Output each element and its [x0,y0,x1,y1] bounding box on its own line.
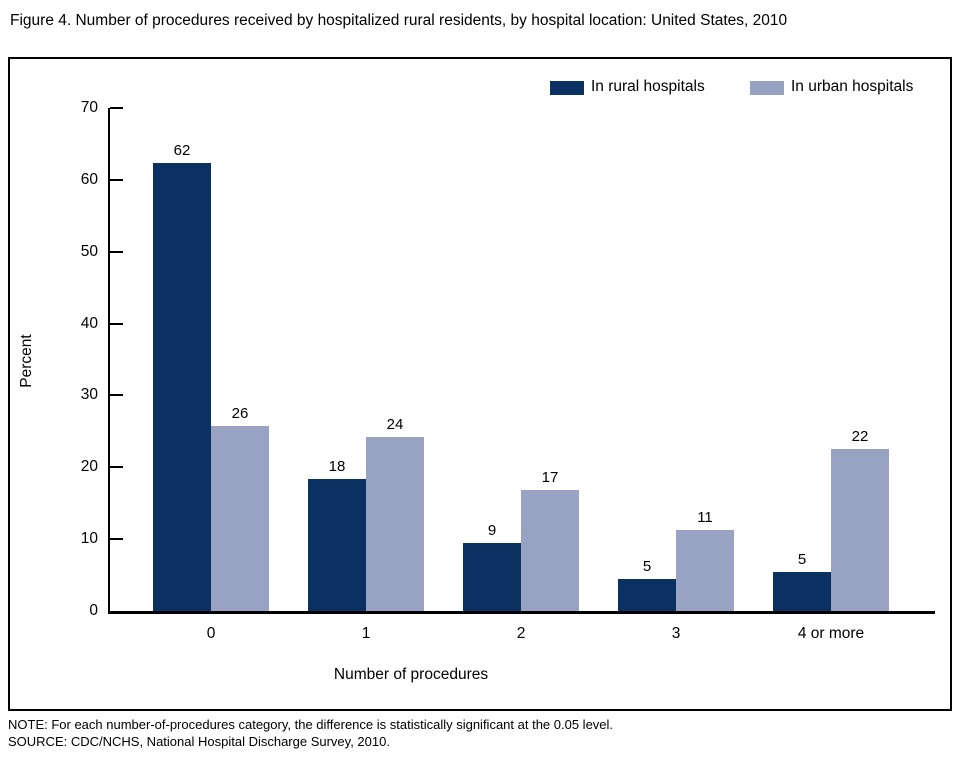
y-tick-mark-20 [110,466,123,469]
y-axis-line [108,108,110,614]
y-tick-label-70: 70 [80,99,98,116]
note-text: NOTE: For each number-of-procedures cate… [8,717,614,732]
y-tick-label-50: 50 [80,242,98,260]
bar-value-label-urban-cat1: 24 [386,416,404,433]
legend-label-urban: In urban hospitals [791,78,914,95]
x-tick-label-cat0: 0 [206,625,216,642]
legend-swatch-rural [550,81,584,95]
bar-rural-cat1 [308,479,366,611]
bar-value-label-rural-cat2: 9 [487,522,497,539]
source-text: SOURCE: CDC/NCHS, National Hospital Disc… [8,734,390,749]
bar-value-label-rural-cat3: 5 [642,558,652,575]
bar-urban-cat4 [831,449,889,611]
bar-urban-cat0 [211,426,269,611]
legend-label-rural: In rural hospitals [591,78,705,95]
y-tick-label-20: 20 [80,458,98,476]
bar-rural-cat4 [773,572,831,611]
x-tick-label-cat1: 1 [361,625,371,642]
bar-value-label-urban-cat3: 11 [697,509,713,526]
y-tick-mark-40 [110,322,123,325]
legend-swatch-urban [750,81,784,95]
y-tick-mark-60 [110,178,123,181]
y-tick-label-10: 10 [80,530,98,548]
bar-urban-cat3 [676,530,734,611]
x-axis-title: Number of procedures [333,666,489,683]
y-tick-label-40: 40 [80,314,98,332]
bar-value-label-rural-cat4: 5 [797,551,807,568]
y-tick-label-30: 30 [80,386,98,404]
plot-area: 62 26 18 24 9 17 5 11 5 22 [110,108,933,611]
y-tick-mark-30 [110,394,123,397]
bar-rural-cat3 [618,579,676,611]
bar-rural-cat2 [463,543,521,611]
bar-value-label-urban-cat2: 17 [541,469,559,486]
x-axis-baseline [108,611,935,614]
figure-title: Figure 4. Number of procedures received … [10,12,788,29]
y-tick-label-0: 0 [89,602,98,619]
x-tick-label-cat2: 2 [516,625,526,642]
bar-urban-cat1 [366,437,424,611]
bar-value-label-rural-cat1: 18 [328,458,346,475]
bar-urban-cat2 [521,490,579,611]
y-axis-title: Percent [18,334,35,388]
bar-value-label-urban-cat0: 26 [231,405,249,422]
y-tick-mark-70 [110,107,123,109]
bar-rural-cat0 [153,163,211,611]
bar-value-label-urban-cat4: 22 [851,428,869,445]
bar-value-label-rural-cat0: 62 [173,142,191,159]
y-tick-mark-10 [110,538,123,541]
x-tick-label-cat4: 4 or more [797,625,865,642]
y-tick-mark-50 [110,250,123,253]
x-tick-label-cat3: 3 [671,625,681,642]
y-tick-label-60: 60 [80,170,98,188]
